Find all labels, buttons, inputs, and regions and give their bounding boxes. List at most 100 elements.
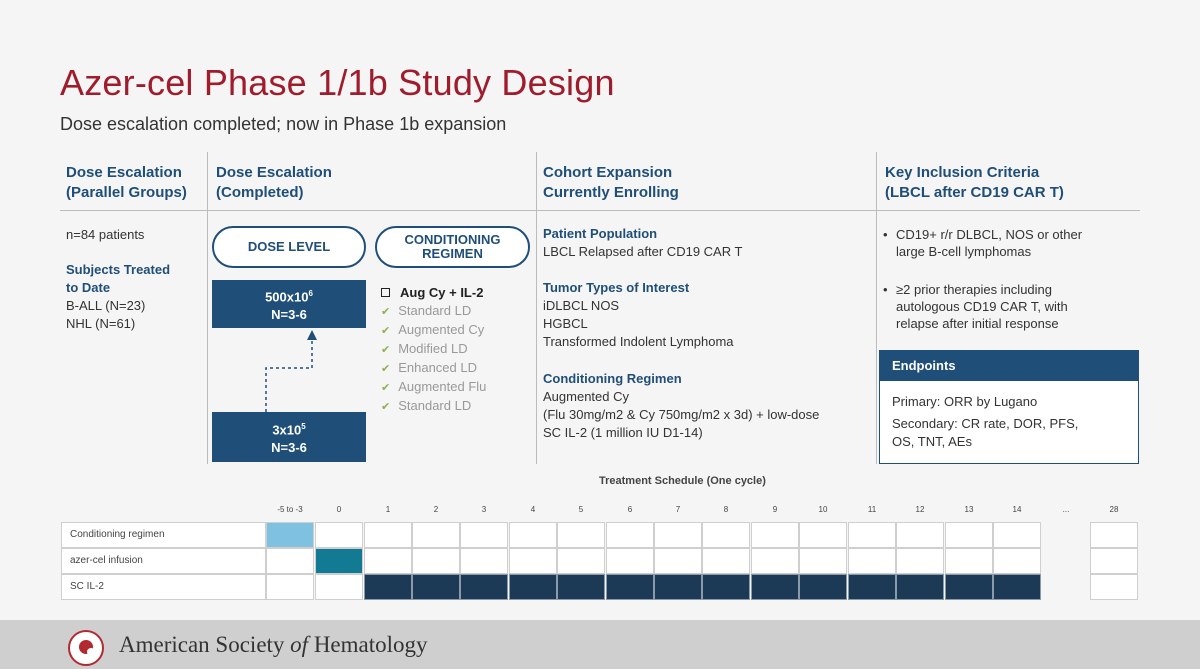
schedule-cell [266,522,314,548]
endpoints-box: Endpoints Primary: ORR by Lugano Seconda… [879,350,1139,464]
schedule-cell [1090,574,1138,600]
schedule-cell [606,574,654,600]
schedule-cell [364,522,412,548]
inclusion-criterion: ≥2 prior therapies including autologous … [880,281,1068,332]
checkbox-icon [381,288,390,297]
criterion-line: autologous CD19 CAR T, with [896,299,1068,314]
subjects-heading: Subjects Treated to Date [66,261,170,297]
day-label: 2 [433,505,439,514]
regimen-current: Aug Cy + IL-2 [381,284,486,302]
day-label: 4 [530,505,536,514]
conditioning-line: (Flu 30mg/m2 & Cy 750mg/m2 x 3d) + low-d… [543,407,820,422]
schedule-cell [412,548,460,574]
column-divider [207,152,208,464]
col2-header-line2: (Completed) [216,184,304,201]
conditioning-line: Augmented Cy [543,389,629,404]
schedule-cell [896,574,944,600]
high-dose-box: 500x106 N=3-6 [212,280,366,328]
schedule-cell [364,574,412,600]
column-divider [876,152,877,464]
patient-population-heading: Patient Population [543,226,658,241]
criterion-line: ≥2 prior therapies including [896,282,1052,297]
schedule-cell [606,548,654,574]
schedule-cell [509,522,557,548]
schedule-cell [606,522,654,548]
high-dose-value: 500x106 [265,289,313,305]
conditioning-regimen-pill: CONDITIONING REGIMEN [375,226,530,268]
check-icon: ✔ [381,363,391,375]
schedule-cell [315,548,363,574]
secondary-endpoint-line1: Secondary: CR rate, DOR, PFS, [892,416,1079,431]
schedule-cell [509,574,557,600]
schedule-cell [654,522,702,548]
schedule-cell [1090,548,1138,574]
check-icon: ✔ [381,382,391,394]
schedule-cell [509,548,557,574]
nhl-count: NHL (N=61) [66,316,136,331]
low-dose-box: 3x105 N=3-6 [212,412,366,462]
schedule-cell [702,574,750,600]
criterion-line: CD19+ r/r DLBCL, NOS or other [896,227,1083,242]
endpoints-body: Primary: ORR by Lugano Secondary: CR rat… [880,381,1138,451]
high-dose-n: N=3-6 [271,306,307,322]
schedule-cell [993,574,1041,600]
schedule-cell [896,522,944,548]
tumor-type: iDLBCL NOS [543,298,620,313]
schedule-cell [702,522,750,548]
header-divider [60,210,1140,211]
schedule-cell [266,548,314,574]
col2-header: Dose Escalation (Completed) [216,163,332,203]
conditioning-label-line1: CONDITIONING [404,232,501,247]
schedule-cell [945,522,993,548]
schedule-cell [460,522,508,548]
schedule-cell [751,548,799,574]
dose-level-pill: DOSE LEVEL [212,226,366,268]
day-label: 6 [627,505,633,514]
schedule-cell [557,522,605,548]
day-label: ... [1062,505,1070,514]
conditioning-label-line2: REGIMEN [422,246,483,261]
schedule-cell [315,522,363,548]
regimen-item: ✔ Enhanced LD [381,360,477,375]
schedule-cell [702,548,750,574]
schedule-cell [1090,522,1138,548]
schedule-cell [848,522,896,548]
endpoints-heading: Endpoints [880,351,1138,381]
day-label: 5 [578,505,584,514]
low-dose-n: N=3-6 [271,439,307,455]
schedule-cell [751,522,799,548]
tumor-types-heading: Tumor Types of Interest [543,280,690,295]
col4-header-line2: (LBCL after CD19 CAR T) [885,184,1064,201]
day-label: 9 [772,505,778,514]
day-label: 11 [867,505,877,514]
schedule-cell [848,574,896,600]
footer-bar [0,620,1200,669]
slide-subtitle: Dose escalation completed; now in Phase … [60,114,507,134]
schedule-cell [799,548,847,574]
schedule-cell [654,548,702,574]
criterion-line: relapse after initial response [896,316,1059,331]
conditioning-heading: Conditioning Regimen [543,371,682,386]
schedule-cell [799,574,847,600]
schedule-cell [412,522,460,548]
schedule-cell [751,574,799,600]
primary-endpoint: Primary: ORR by Lugano [892,394,1038,409]
tumor-type: Transformed Indolent Lymphoma [543,334,734,349]
col1-header: Dose Escalation (Parallel Groups) [66,163,187,203]
col3-header-line2: Currently Enrolling [543,184,679,201]
secondary-endpoint-line2: OS, TNT, AEs [892,434,972,449]
regimen-item: ✔ Modified LD [381,341,468,356]
escalation-arrow-icon [265,330,317,412]
schedule-cell [654,574,702,600]
day-label: 8 [723,505,729,514]
schedule-cell [557,574,605,600]
schedule-row-label: Conditioning regimen [61,522,266,548]
col1-header-line1: Dose Escalation [66,164,182,181]
schedule-cell [993,522,1041,548]
col1-header-line2: (Parallel Groups) [66,184,187,201]
day-label: 1 [385,505,391,514]
footer-organization: American Society of Hematology [119,632,428,657]
day-label: 14 [1012,505,1022,514]
day-label: 12 [915,505,925,514]
check-icon: ✔ [381,401,391,413]
